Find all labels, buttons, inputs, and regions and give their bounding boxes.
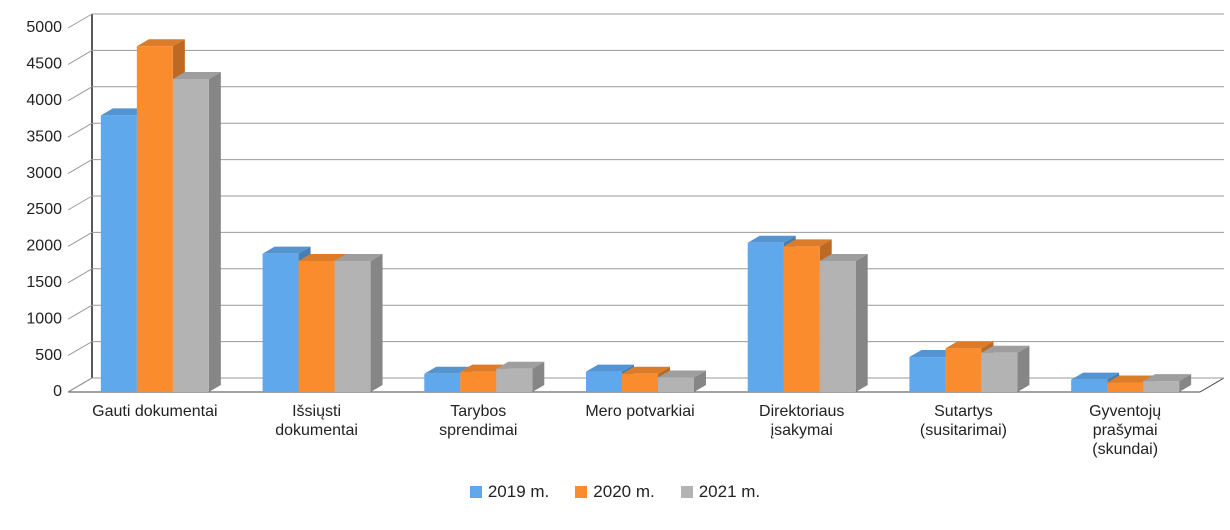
bar-side [370, 253, 383, 392]
bar-front [334, 260, 371, 392]
bar-front [945, 348, 982, 392]
legend-label: 2021 m. [698, 482, 761, 501]
bar [981, 345, 1030, 392]
bar-front [262, 253, 299, 392]
x-tick-label: Sutartys (susitarimai) [919, 403, 1007, 439]
grid-line-side [67, 377, 93, 393]
bar-top [1071, 372, 1120, 380]
grid-line-side [67, 159, 93, 175]
legend-swatch [469, 486, 482, 498]
bar-front [1143, 381, 1180, 392]
bar-top [658, 370, 706, 378]
y-tick-label: 2500 [26, 201, 62, 218]
bar-top [586, 364, 634, 372]
bar [334, 253, 383, 392]
bar [1143, 374, 1192, 392]
bar-top [783, 239, 832, 247]
y-tick-label: 1500 [26, 274, 62, 291]
bar-top [172, 71, 221, 79]
legend-item: 2020 m. [575, 482, 655, 502]
bar-side [532, 361, 545, 392]
bar-side [208, 71, 221, 393]
legend-label: 2019 m. [487, 482, 550, 501]
legend-item: 2021 m. [680, 482, 761, 502]
bar-front [658, 377, 694, 392]
grid-line-side [67, 49, 93, 65]
bar-top [298, 253, 347, 261]
y-tick-label: 1000 [26, 310, 62, 327]
bar-top [945, 341, 994, 349]
bar-front [1107, 382, 1144, 392]
bar-side [855, 253, 868, 392]
bar-top [747, 235, 796, 243]
bar-front [136, 46, 173, 392]
y-tick-label: 2000 [26, 238, 62, 255]
bar-front [496, 368, 533, 392]
grid-line-side [67, 341, 93, 357]
bar-top [1143, 374, 1192, 382]
legend-swatch [575, 486, 588, 498]
bar [172, 71, 221, 393]
x-tick-label: Gauti dokumentai [92, 403, 218, 420]
bar [496, 361, 545, 392]
bar-top [334, 253, 383, 261]
y-tick-label: 500 [35, 347, 62, 364]
bar-side [1179, 374, 1192, 392]
bar-top [136, 39, 185, 47]
grid-line-side [67, 122, 93, 138]
bar-front [819, 260, 856, 392]
bar [658, 370, 706, 392]
legend-label: 2020 m. [593, 482, 655, 501]
x-tick-label: Išsiųsti dokumentai [275, 403, 358, 439]
bar-side [694, 370, 706, 392]
bar-front [981, 352, 1018, 392]
bar-front [424, 373, 461, 392]
grid-line-side [67, 268, 93, 284]
y-tick-label: 5000 [26, 19, 62, 36]
bar-front [747, 242, 784, 392]
y-tick-label: 3000 [26, 165, 62, 182]
legend: 2019 m. 2020 m. 2021 m. [0, 482, 1230, 502]
bar-front [783, 246, 820, 392]
y-tick-label: 4000 [26, 92, 62, 109]
bar-top [981, 345, 1030, 353]
y-tick-label: 4500 [26, 56, 62, 73]
x-tick-label: Tarybos sprendimai [439, 403, 518, 439]
floor-right [1199, 377, 1225, 393]
bar-top [1107, 375, 1156, 383]
grid-line-side [67, 195, 93, 211]
bar-front [172, 78, 209, 393]
bar-front [909, 357, 946, 392]
legend-item: 2019 m. [469, 482, 550, 502]
y-tick-label: 3500 [26, 128, 62, 145]
x-tick-label: Gyventojų prašymai (skundai) [1089, 403, 1162, 458]
grid-line-side [67, 13, 93, 29]
y-tick-label: 0 [53, 383, 62, 400]
grid-line-side [67, 304, 93, 320]
bar-front [460, 371, 497, 392]
bar [819, 253, 868, 392]
legend-swatch [680, 486, 693, 498]
bar-front [1071, 379, 1108, 392]
bar-front [586, 371, 622, 392]
bar-front [622, 373, 658, 392]
bar-front [100, 115, 137, 393]
bar-top [622, 366, 670, 374]
bar-side [1017, 345, 1030, 392]
bar-front [298, 260, 335, 392]
bar-top [262, 246, 311, 254]
bar-top [819, 253, 868, 261]
grid-line-side [67, 231, 93, 247]
x-tick-label: Direktoriaus įsakymai [759, 403, 845, 439]
x-tick-label: Mero potvarkiai [585, 403, 695, 420]
bar-top [496, 361, 545, 369]
grid-line-side [67, 86, 93, 102]
